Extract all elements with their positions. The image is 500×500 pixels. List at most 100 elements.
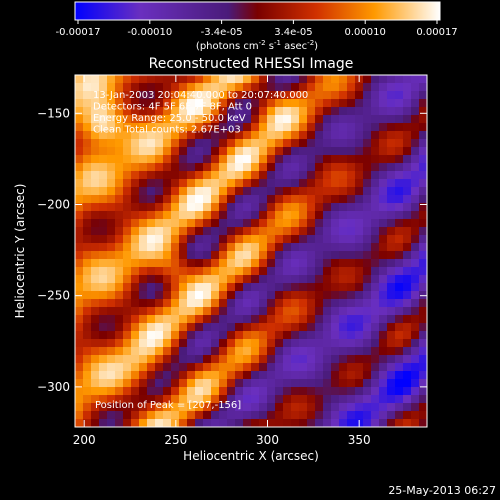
heatmap-cell [299,283,308,292]
heatmap-cell [403,363,412,372]
heatmap-cell [387,395,396,404]
heatmap-cell [411,155,420,164]
heatmap-cell [99,83,108,92]
heatmap-cell [267,163,276,172]
heatmap-cell [99,123,108,132]
heatmap-cell [347,195,356,204]
heatmap-cell [163,235,172,244]
heatmap-cell [267,171,276,180]
heatmap-cell [187,259,196,268]
heatmap-cell [227,363,236,372]
heatmap-cell [371,363,380,372]
heatmap-cell [235,387,244,396]
heatmap-cell [99,259,108,268]
heatmap-cell [171,187,180,196]
heatmap-cell [355,131,364,140]
heatmap-cell [267,371,276,380]
heatmap-cell [267,179,276,188]
heatmap-cell [219,147,228,156]
heatmap-cell [91,203,100,212]
heatmap-cell [307,275,316,284]
heatmap-cell [147,179,156,188]
heatmap-cell [275,299,284,308]
heatmap-cell [339,355,348,364]
heatmap-cell [339,123,348,132]
heatmap-cell [179,91,188,100]
heatmap-cell [83,355,92,364]
heatmap-cell [371,307,380,316]
heatmap-cell [403,355,412,364]
heatmap-cell [339,387,348,396]
heatmap-cell [179,147,188,156]
heatmap-cell [163,291,172,300]
heatmap-cell [139,123,148,132]
heatmap-cell [395,315,404,324]
heatmap-cell [403,203,412,212]
heatmap-cell [419,219,427,228]
heatmap-cell [243,227,252,236]
heatmap-cell [395,171,404,180]
heatmap-cell [387,163,396,172]
heatmap-cell [355,195,364,204]
heatmap-cell [203,123,212,132]
heatmap-cell [387,251,396,260]
heatmap-cell [411,251,420,260]
heatmap-cell [419,387,427,396]
heatmap-cell [251,203,260,212]
heatmap-cell [387,419,396,427]
heatmap-cell [99,291,108,300]
heatmap-cell [235,315,244,324]
heatmap-cell [227,91,236,100]
heatmap-cell [387,259,396,268]
heatmap-cell [243,299,252,308]
heatmap-cell [371,227,380,236]
heatmap-cell [419,235,427,244]
heatmap-cell [363,315,372,324]
heatmap-cell [219,403,228,412]
heatmap-cell [243,179,252,188]
heatmap-cell [91,211,100,220]
heatmap-cell [123,91,132,100]
heatmap-cell [187,219,196,228]
heatmap-cell [187,291,196,300]
heatmap-cell [259,75,268,84]
heatmap-cell [251,379,260,388]
heatmap-cell [235,187,244,196]
heatmap-cell [219,123,228,132]
heatmap-cell [123,355,132,364]
heatmap-cell [395,83,404,92]
heatmap-cell [347,139,356,148]
heatmap-cell [267,243,276,252]
heatmap-cell [291,251,300,260]
heatmap-cell [131,75,140,84]
heatmap-cell [331,275,340,284]
heatmap-cell [75,411,84,420]
heatmap-cell [75,283,84,292]
heatmap-cell [115,235,124,244]
heatmap-cell [107,355,116,364]
heatmap-cell [403,347,412,356]
heatmap-cell [411,363,420,372]
heatmap-cell [179,379,188,388]
heatmap-cell [171,315,180,324]
heatmap-cell [339,155,348,164]
heatmap-cell [131,195,140,204]
heatmap-cell [187,315,196,324]
x-tick-label: 300 [256,433,279,447]
heatmap-cell [155,371,164,380]
heatmap-cell [171,115,180,124]
heatmap-cell [195,163,204,172]
heatmap-cell [251,251,260,260]
heatmap-cell [243,259,252,268]
heatmap-cell [107,107,116,116]
heatmap-cell [235,147,244,156]
heatmap-cell [371,259,380,268]
heatmap-cell [139,211,148,220]
heatmap-cell [387,355,396,364]
heatmap-cell [83,275,92,284]
heatmap-cell [147,283,156,292]
heatmap-cell [91,403,100,412]
heatmap-cell [107,379,116,388]
heatmap-cell [339,243,348,252]
heatmap-cell [211,275,220,284]
